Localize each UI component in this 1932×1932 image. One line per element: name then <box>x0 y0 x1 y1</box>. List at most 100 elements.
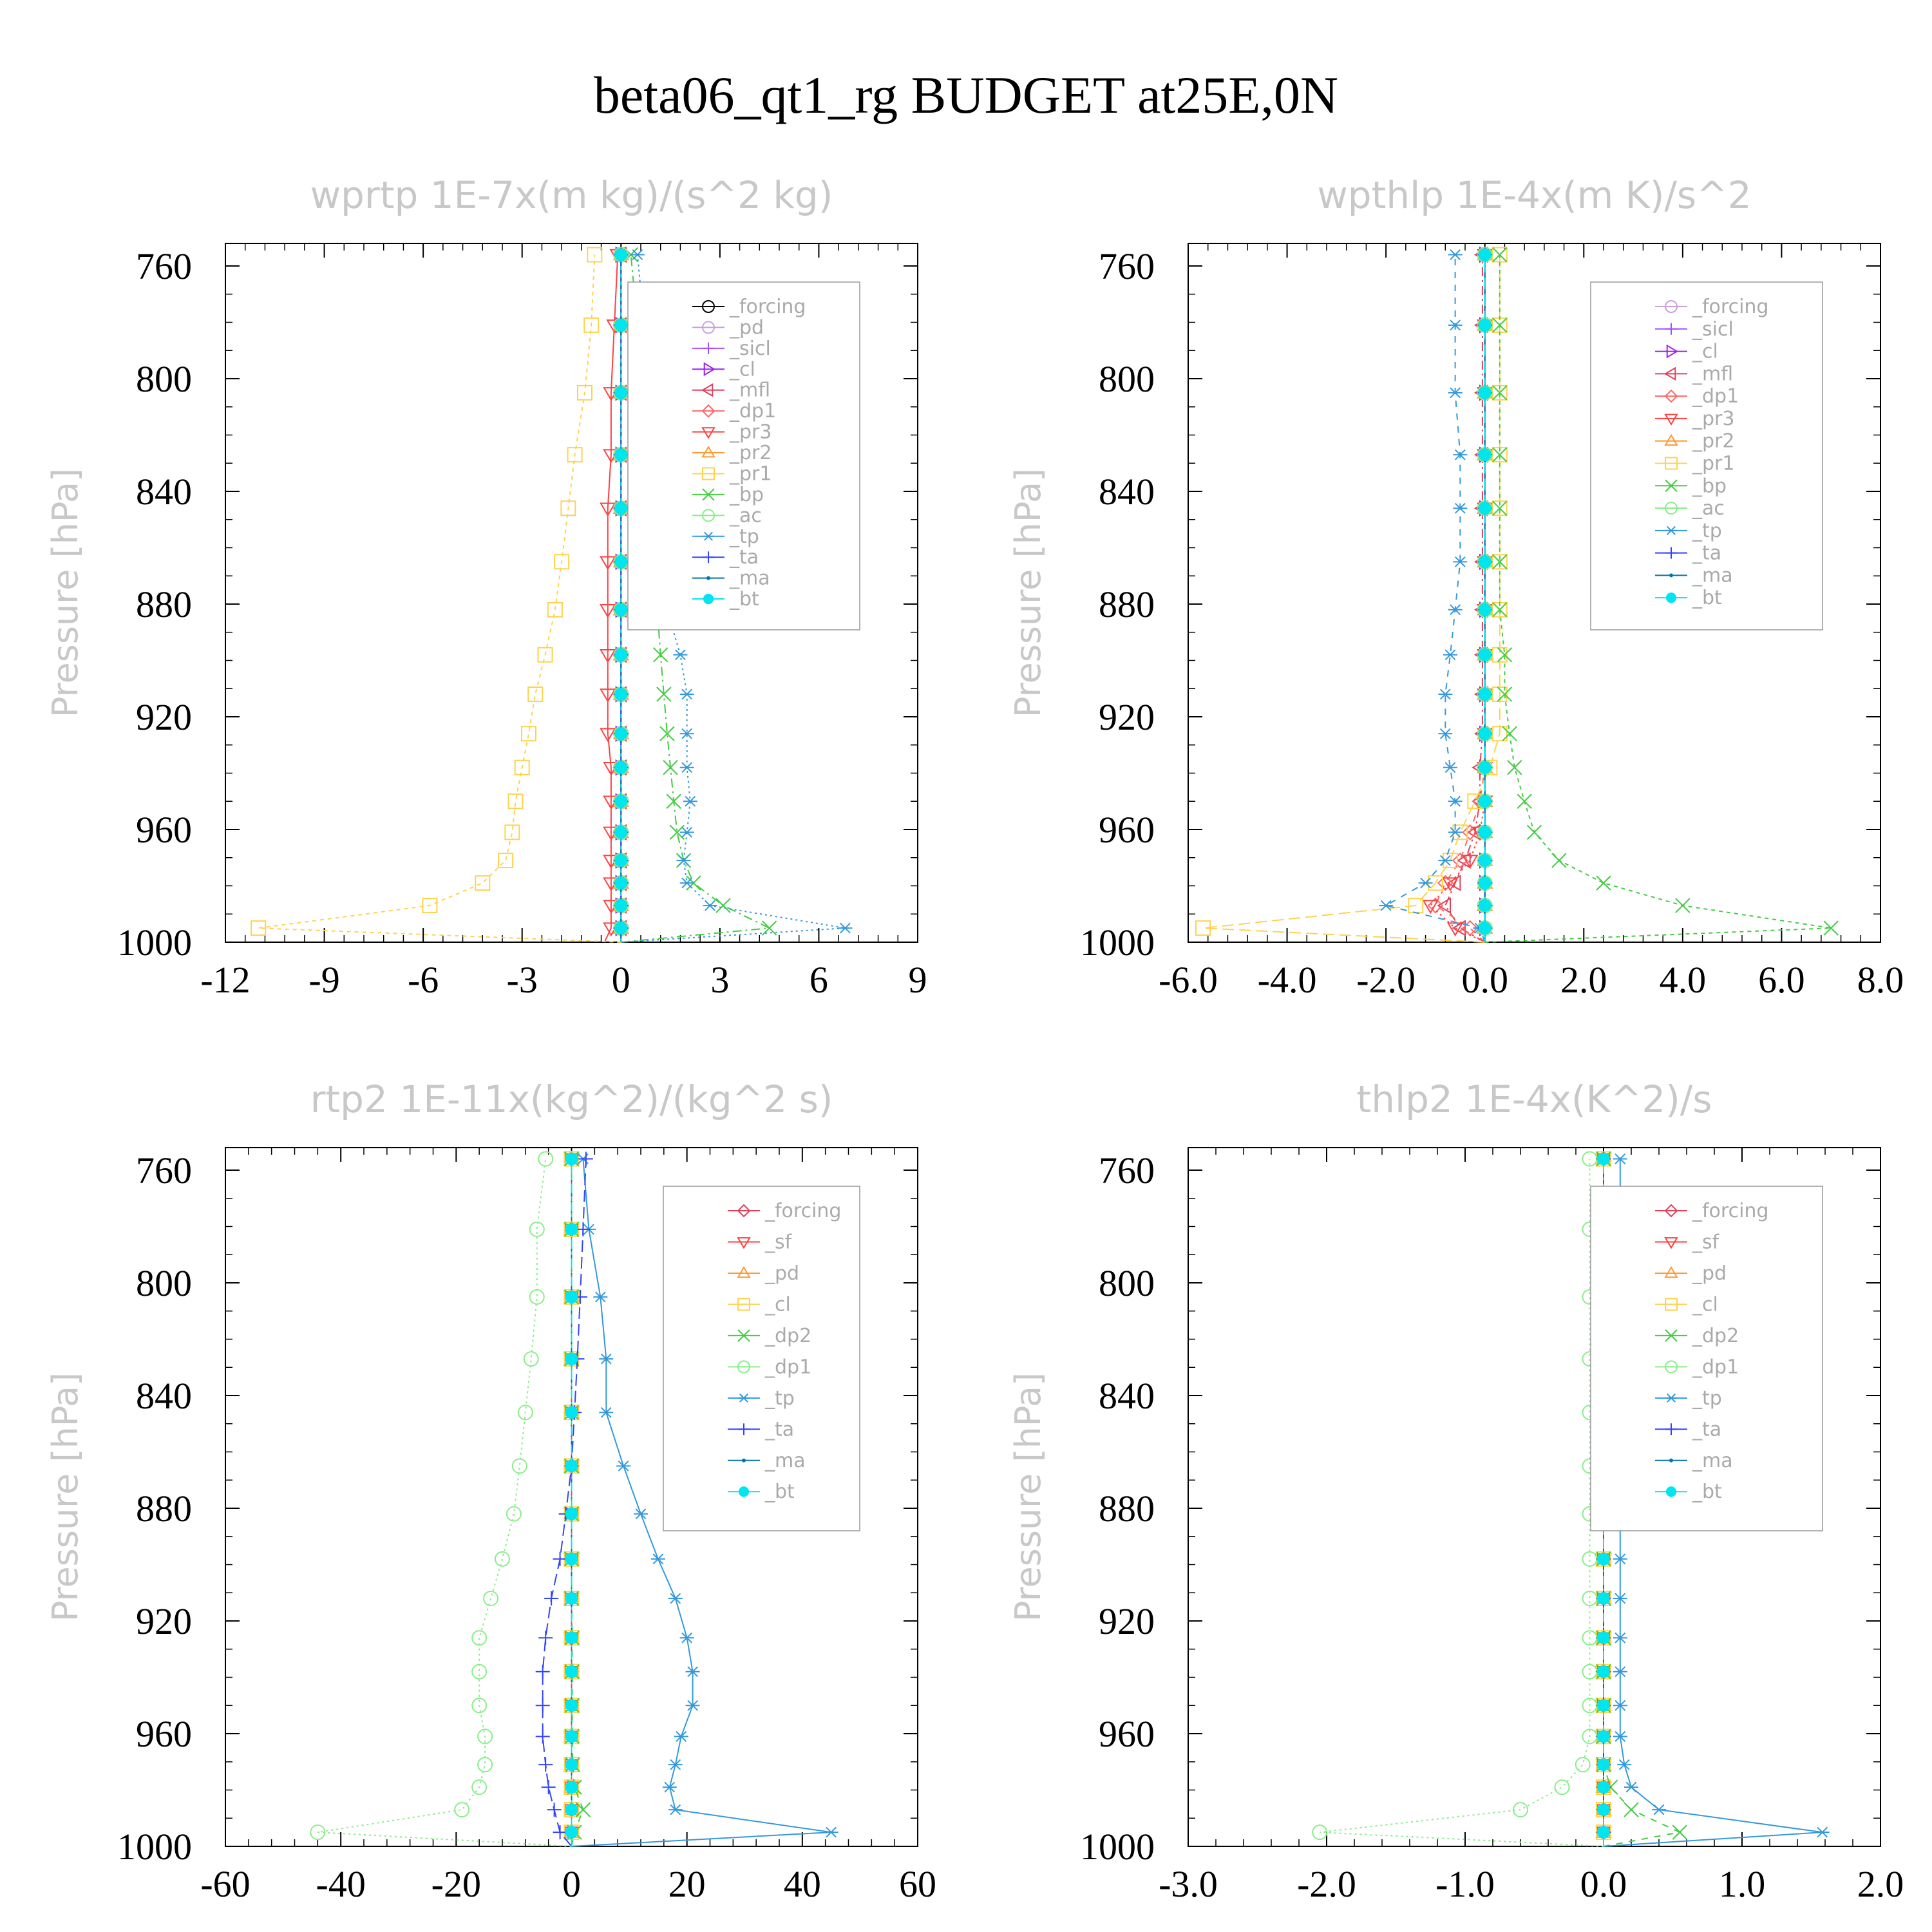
data-point <box>1478 795 1492 808</box>
data-point <box>1418 877 1433 889</box>
data-point <box>1596 875 1611 891</box>
data-point <box>576 384 592 401</box>
plot-frame <box>1188 1147 1881 1847</box>
legend-marker <box>703 551 714 564</box>
data-point <box>600 502 616 517</box>
legend-marker <box>1665 1298 1678 1311</box>
legend-label: _sicl <box>729 337 771 360</box>
series-line <box>571 1159 831 1847</box>
data-point <box>565 1222 578 1236</box>
legend-marker <box>703 531 714 541</box>
data-point <box>1613 1666 1627 1678</box>
data-point <box>653 647 668 663</box>
data-point <box>1312 1824 1328 1841</box>
data-point <box>565 1552 578 1566</box>
data-point <box>1478 502 1492 515</box>
x-tick-label: 3 <box>710 959 729 1001</box>
data-point <box>614 761 628 774</box>
x-tick-label: 0 <box>612 959 630 1001</box>
legend-marker <box>1665 502 1678 515</box>
data-point <box>616 1460 631 1472</box>
series-bt <box>565 1152 578 1846</box>
data-point <box>614 922 628 935</box>
y-tick-label: 1000 <box>117 922 192 963</box>
plot-frame <box>1188 243 1881 943</box>
legend-marker <box>738 1423 750 1435</box>
data-point <box>599 1406 614 1418</box>
legend-marker <box>706 576 710 580</box>
data-point <box>656 687 672 702</box>
y-tick-label: 800 <box>1099 1262 1155 1304</box>
legend-marker <box>1665 1486 1677 1497</box>
data-point <box>565 1781 578 1794</box>
x-tick-label: -2.0 <box>1297 1863 1356 1905</box>
y-tick-label: 760 <box>136 1150 192 1191</box>
data-point <box>614 448 628 462</box>
data-point <box>560 500 576 516</box>
data-point <box>547 601 563 618</box>
legend-label: _ta <box>1692 542 1721 565</box>
legend-marker <box>703 593 714 605</box>
legend-marker <box>1664 1204 1678 1218</box>
data-point <box>1492 554 1508 570</box>
x-tick-label: 9 <box>909 959 927 1001</box>
data-point <box>1452 920 1466 936</box>
x-tick-label: 0.0 <box>1461 959 1508 1001</box>
chart-panel-1: wprtp 1E-7x(m kg)/(s^2 kg) Pressure [hPa]… <box>45 173 927 1001</box>
data-point <box>1492 447 1508 462</box>
legend-marker <box>1664 389 1678 403</box>
legend-label: _sicl <box>1692 318 1734 341</box>
data-point <box>685 1666 700 1678</box>
data-point <box>1624 1781 1638 1793</box>
data-point <box>1448 826 1463 838</box>
y-tick-label: 960 <box>136 809 192 851</box>
legend-marker <box>702 300 715 313</box>
series-line <box>603 254 619 943</box>
data-point <box>1551 853 1567 868</box>
legend-marker <box>737 1237 751 1249</box>
data-point <box>567 447 583 463</box>
data-point <box>1582 1591 1598 1606</box>
data-point <box>1597 1826 1610 1839</box>
data-point <box>1526 824 1542 840</box>
data-point <box>1597 1699 1610 1712</box>
data-point <box>614 826 628 839</box>
y-tick-label: 840 <box>136 471 192 513</box>
y-tick-label: 840 <box>1099 1375 1155 1417</box>
legend-marker <box>1666 344 1678 359</box>
legend-label: _tp <box>729 526 759 548</box>
data-point <box>565 1665 578 1678</box>
legend-label: _tp <box>1692 520 1722 542</box>
legend-marker <box>702 321 715 334</box>
series-line <box>317 1159 572 1847</box>
data-point <box>1507 760 1522 775</box>
legend-marker <box>1664 1265 1678 1278</box>
legend-label: _ma <box>764 1450 806 1472</box>
series-line <box>1484 254 1832 943</box>
legend-label: _tp <box>1692 1387 1722 1410</box>
data-point <box>614 248 628 261</box>
legend-marker <box>701 404 715 418</box>
data-point <box>538 1151 554 1167</box>
legend-label: _bp <box>729 484 764 506</box>
data-point <box>1492 554 1508 570</box>
legend-marker <box>1665 300 1678 313</box>
legend-marker <box>737 1329 750 1342</box>
legend-label: _dp2 <box>1692 1325 1739 1347</box>
data-point <box>824 1826 838 1838</box>
series-line <box>542 1159 587 1847</box>
data-point <box>554 554 570 570</box>
legend-label: _forcing <box>764 1200 841 1222</box>
data-point <box>565 1592 578 1605</box>
legend-label: _ta <box>764 1418 794 1441</box>
y-tick-label: 960 <box>1099 1713 1155 1755</box>
y-tick-label: 1000 <box>1080 922 1155 963</box>
y-tick-label: 920 <box>1099 696 1155 738</box>
data-point <box>679 826 694 838</box>
legend-marker <box>1665 526 1677 535</box>
data-point <box>614 502 628 515</box>
data-point <box>1613 1730 1627 1742</box>
data-point <box>1517 793 1532 809</box>
data-point <box>565 1290 578 1303</box>
data-point <box>1613 1700 1627 1711</box>
